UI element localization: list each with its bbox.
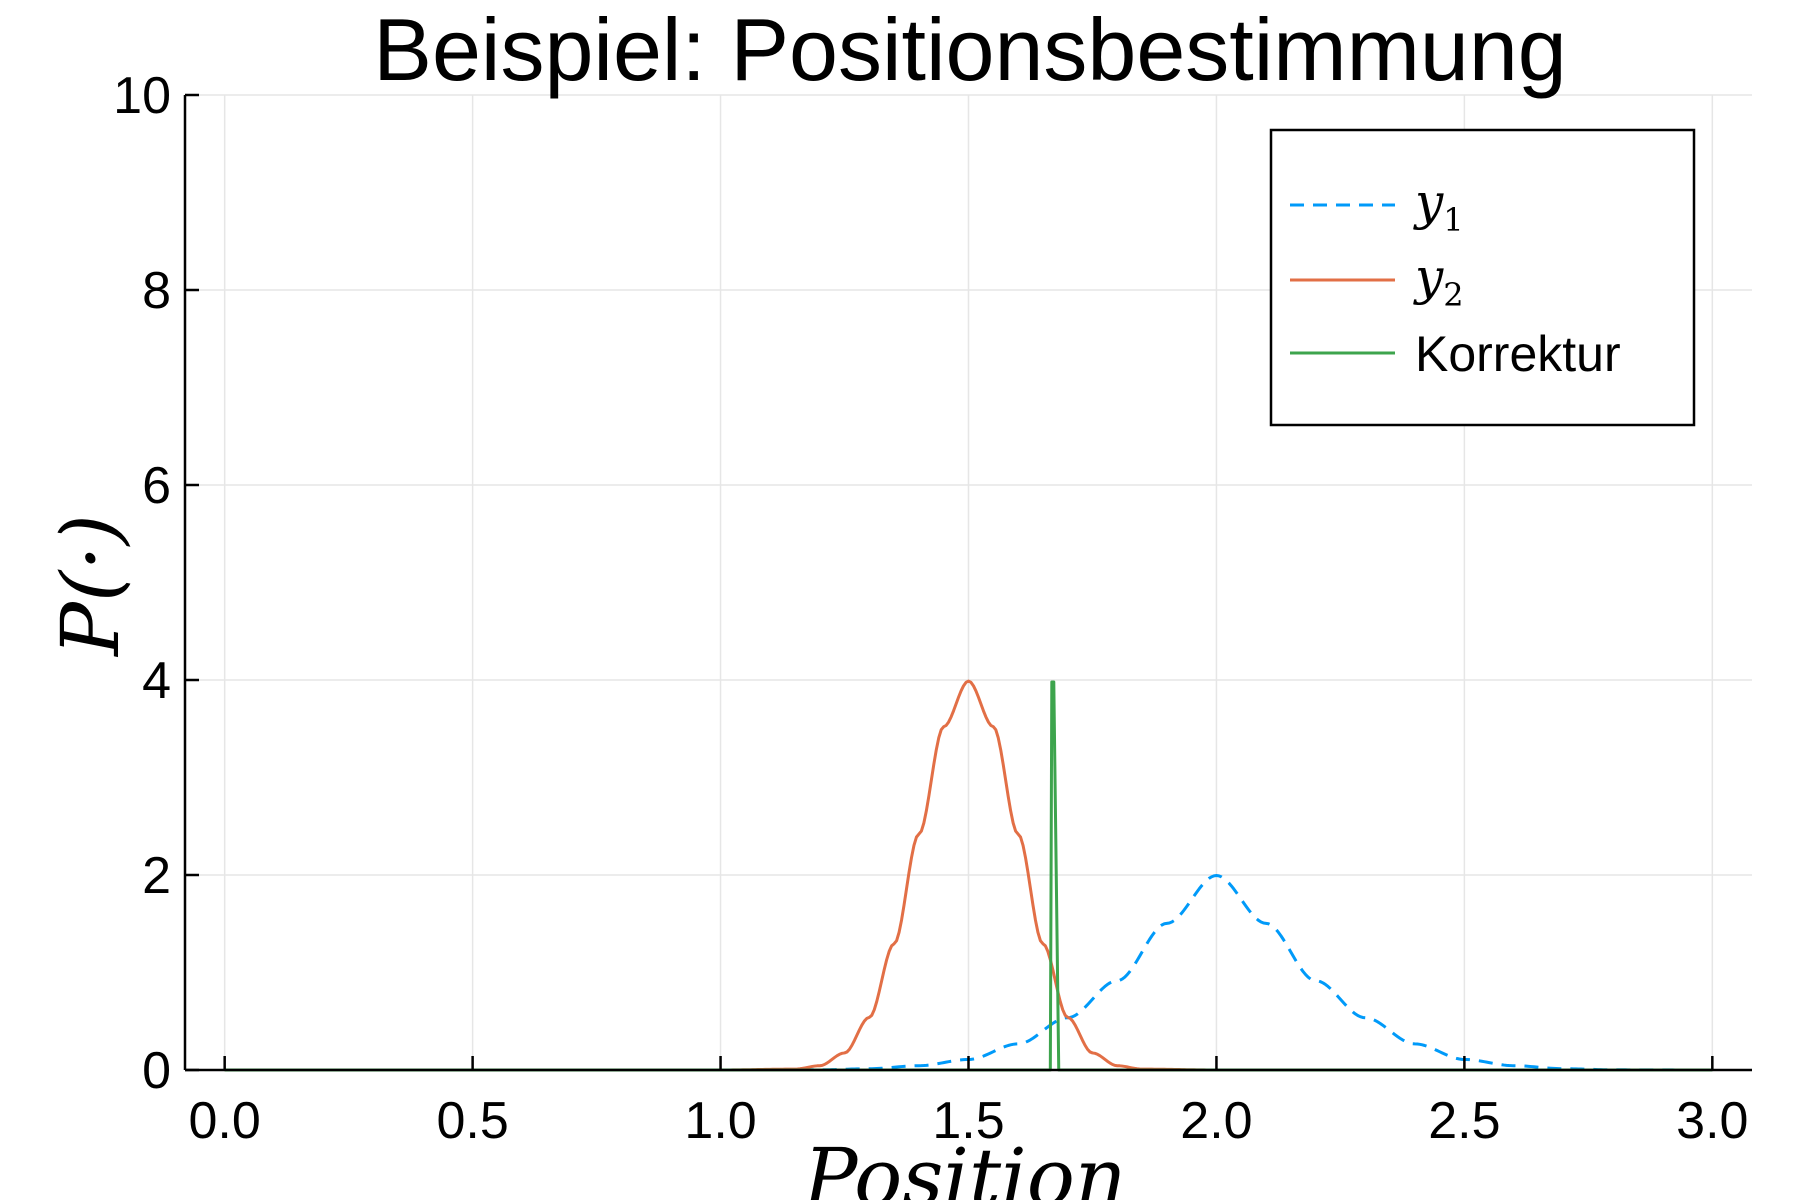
x-tick-label-3: 1.5 [932,1092,1004,1150]
ticks: 0.0 0.5 1.0 1.5 2.0 2.5 3.0 0 2 4 6 8 10 [113,67,1748,1150]
y-tick-label-0: 0 [142,1042,171,1100]
chart-title: Beispiel: Positionsbestimmung [373,0,1566,99]
y-tick-label-2: 4 [142,652,171,710]
legend-label-sub-1: 2 [1443,276,1463,314]
y-tick-label-1: 2 [142,847,171,905]
x-tick-label-5: 2.5 [1428,1092,1500,1150]
legend-label-sub-0: 1 [1443,201,1463,239]
x-tick-label-6: 3.0 [1676,1092,1748,1150]
x-tick-label-2: 1.0 [684,1092,756,1150]
y-tick-label-5: 10 [113,67,171,125]
legend-label-2: Korrektur [1415,326,1621,382]
x-tick-label-4: 2.0 [1180,1092,1252,1150]
x-axis-label: Position [802,1131,1127,1200]
y-tick-label-3: 6 [142,457,171,515]
legend-box [1269,128,1696,427]
x-tick-label-0: 0.0 [189,1092,261,1150]
x-tick-label-1: 0.5 [436,1092,508,1150]
y-axis-label: P(·) [44,514,137,658]
legend-label-1: y2 [1413,248,1464,314]
y-tick-label-4: 8 [142,262,171,320]
